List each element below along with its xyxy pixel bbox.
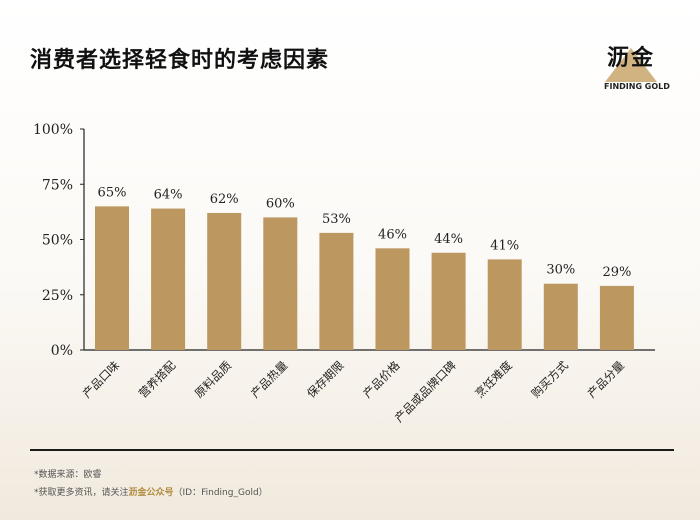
follow-note-prefix: *获取更多资讯，请关注 (34, 488, 129, 498)
bar (95, 206, 129, 350)
bar-value-label: 30% (546, 263, 575, 278)
bar (543, 283, 578, 350)
x-category-label: 产品分量 (585, 358, 627, 400)
y-tick-label: 50% (42, 233, 73, 249)
bar-value-label: 41% (490, 238, 519, 253)
bar-value-label: 29% (602, 265, 631, 280)
bar (319, 232, 354, 350)
x-category-label: 产品价格 (360, 358, 403, 401)
x-category-label: 产品口味 (80, 358, 123, 401)
data-source-note: *数据来源：欧睿 (34, 470, 102, 480)
x-category-label: 产品热量 (248, 358, 290, 400)
bar-chart: 0% 25% 50% 75% 100% 65% 产品口味 64% 营养搭配 62% 原料品质 60% 产… (33, 122, 655, 425)
bar (599, 285, 634, 350)
brand-logo: 沥金 FINDING GOLD (595, 40, 670, 96)
x-category-label: 原料品质 (192, 358, 234, 400)
bar (375, 248, 410, 350)
follow-note-account: 沥金公众号 (128, 488, 174, 498)
bar-value-label: 60% (266, 196, 295, 211)
x-category-label: 烹饪难度 (472, 358, 515, 401)
bar-value-label: 53% (322, 212, 351, 227)
x-category-label: 保存期限 (304, 358, 347, 401)
bar-value-label: 44% (434, 232, 463, 247)
bar-value-label: 46% (378, 227, 407, 242)
logo-tagline: FINDING GOLD (604, 82, 670, 91)
y-tick-label: 100% (33, 122, 73, 138)
footer-divider (30, 449, 674, 451)
y-tick-label: 75% (42, 177, 73, 193)
bar (431, 252, 466, 350)
x-category-label: 营养搭配 (136, 358, 179, 401)
bar (151, 208, 186, 350)
bar (207, 212, 242, 350)
y-tick-label: 0% (51, 343, 73, 359)
bar-value-label: 64% (154, 188, 183, 203)
y-tick-label: 25% (42, 288, 73, 304)
bar (487, 259, 522, 350)
gold-triangle-icon (605, 48, 657, 82)
bar-value-label: 65% (98, 185, 127, 200)
x-category-label: 购买方式 (528, 358, 571, 401)
logo-name: 沥金 (607, 46, 656, 71)
bar-value-label: 62% (210, 192, 239, 207)
bar (263, 217, 298, 350)
follow-note: *获取更多资讯，请关注沥金公众号（ID：Finding_Gold） (34, 485, 268, 498)
follow-note-id: （ID：Finding_Gold） (173, 488, 268, 498)
page-title: 消费者选择轻食时的考虑因素 (30, 48, 330, 73)
